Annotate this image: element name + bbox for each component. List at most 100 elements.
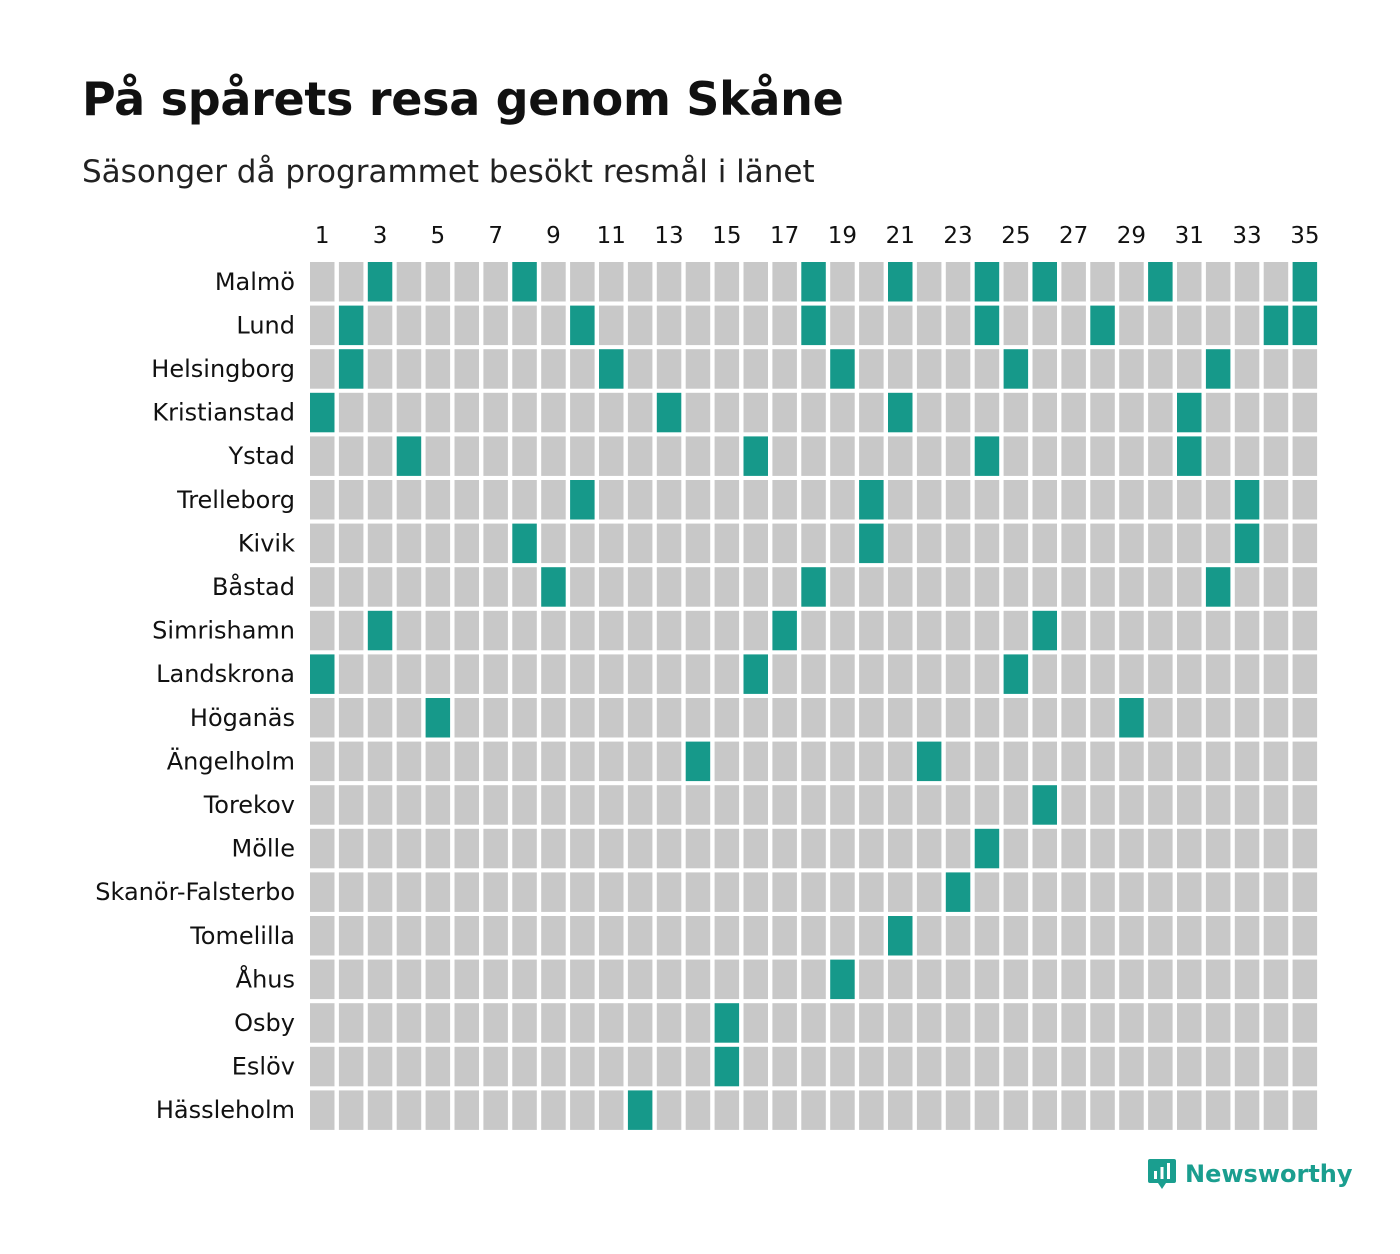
- cell-not-visited: [483, 654, 508, 694]
- cell-not-visited: [338, 698, 364, 738]
- cell-not-visited: [627, 828, 653, 869]
- cell-not-visited: [714, 349, 740, 389]
- cell-not-visited: [396, 610, 422, 651]
- cell-not-visited: [1061, 1046, 1086, 1087]
- cell-not-visited: [1263, 959, 1289, 1000]
- cell-not-visited: [483, 872, 508, 912]
- cell-not-visited: [859, 610, 884, 651]
- cell-not-visited: [310, 828, 335, 869]
- cell-not-visited: [599, 392, 624, 433]
- cell-not-visited: [859, 785, 884, 825]
- cell-visited: [1234, 480, 1260, 520]
- cell-not-visited: [714, 392, 740, 433]
- cell-not-visited: [396, 305, 422, 346]
- cell-not-visited: [425, 480, 451, 520]
- cell-not-visited: [974, 1046, 1000, 1087]
- cell-not-visited: [454, 741, 479, 782]
- cell-not-visited: [916, 305, 942, 346]
- cell-not-visited: [454, 785, 479, 825]
- cell-not-visited: [570, 872, 595, 912]
- cell-not-visited: [599, 654, 624, 694]
- cell-not-visited: [570, 1046, 595, 1087]
- cell-not-visited: [570, 392, 595, 433]
- cell-not-visited: [367, 305, 393, 346]
- cell-not-visited: [714, 698, 740, 738]
- cell-not-visited: [367, 741, 393, 782]
- cell-not-visited: [888, 1003, 913, 1043]
- cell-not-visited: [801, 349, 826, 389]
- cell-not-visited: [656, 349, 682, 389]
- cell-not-visited: [859, 262, 884, 302]
- cell-not-visited: [1205, 828, 1231, 869]
- cell-not-visited: [830, 741, 855, 782]
- cell-not-visited: [656, 1046, 682, 1087]
- cell-not-visited: [1205, 741, 1231, 782]
- cell-not-visited: [1205, 698, 1231, 738]
- cell-not-visited: [1032, 1003, 1057, 1043]
- cell-not-visited: [945, 480, 971, 520]
- cell-not-visited: [1148, 916, 1173, 956]
- cell-not-visited: [310, 349, 335, 389]
- cell-not-visited: [859, 916, 884, 956]
- cell-not-visited: [1263, 262, 1289, 302]
- cell-not-visited: [1205, 1003, 1231, 1043]
- x-tick-label: 33: [1232, 223, 1261, 249]
- cell-not-visited: [888, 480, 913, 520]
- cell-not-visited: [656, 741, 682, 782]
- cell-not-visited: [627, 567, 653, 607]
- cell-not-visited: [367, 1046, 393, 1087]
- cell-not-visited: [945, 1046, 971, 1087]
- cell-not-visited: [627, 1046, 653, 1087]
- cell-visited: [830, 959, 855, 1000]
- cell-not-visited: [1148, 698, 1173, 738]
- cell-visited: [685, 741, 711, 782]
- cell-not-visited: [1292, 349, 1318, 389]
- cell-not-visited: [338, 785, 364, 825]
- cell-not-visited: [1263, 785, 1289, 825]
- cell-not-visited: [541, 785, 566, 825]
- cell-not-visited: [541, 262, 566, 302]
- cell-visited: [1148, 262, 1173, 302]
- cell-not-visited: [830, 654, 855, 694]
- cell-not-visited: [801, 741, 826, 782]
- cell-not-visited: [1205, 785, 1231, 825]
- cell-not-visited: [512, 480, 537, 520]
- cell-not-visited: [627, 872, 653, 912]
- cell-not-visited: [801, 392, 826, 433]
- cell-not-visited: [859, 1090, 884, 1130]
- cell-not-visited: [685, 523, 711, 564]
- cell-visited: [888, 916, 913, 956]
- cell-visited: [1003, 654, 1029, 694]
- cell-not-visited: [656, 610, 682, 651]
- cell-not-visited: [830, 828, 855, 869]
- row-label: Kivik: [238, 529, 295, 557]
- cell-not-visited: [1032, 480, 1057, 520]
- cell-not-visited: [974, 392, 1000, 433]
- cell-not-visited: [1003, 392, 1029, 433]
- cell-not-visited: [512, 305, 537, 346]
- cell-not-visited: [1263, 392, 1289, 433]
- cell-not-visited: [743, 349, 768, 389]
- cell-not-visited: [627, 262, 653, 302]
- cell-not-visited: [1234, 1090, 1260, 1130]
- cell-not-visited: [1234, 436, 1260, 476]
- cell-visited: [1205, 349, 1231, 389]
- cell-not-visited: [541, 1003, 566, 1043]
- x-tick-label: 7: [488, 223, 503, 249]
- cell-not-visited: [772, 872, 797, 912]
- cell-not-visited: [1148, 1090, 1173, 1130]
- cell-not-visited: [599, 872, 624, 912]
- cell-not-visited: [599, 262, 624, 302]
- cell-not-visited: [685, 1090, 711, 1130]
- cell-visited: [1177, 436, 1202, 476]
- cell-not-visited: [1148, 1046, 1173, 1087]
- cell-visited: [396, 436, 422, 476]
- cell-not-visited: [1090, 916, 1115, 956]
- cell-not-visited: [1234, 872, 1260, 912]
- cell-not-visited: [599, 436, 624, 476]
- cell-not-visited: [367, 698, 393, 738]
- cell-not-visited: [1205, 959, 1231, 1000]
- cell-not-visited: [772, 654, 797, 694]
- cell-not-visited: [599, 741, 624, 782]
- cell-not-visited: [1090, 654, 1115, 694]
